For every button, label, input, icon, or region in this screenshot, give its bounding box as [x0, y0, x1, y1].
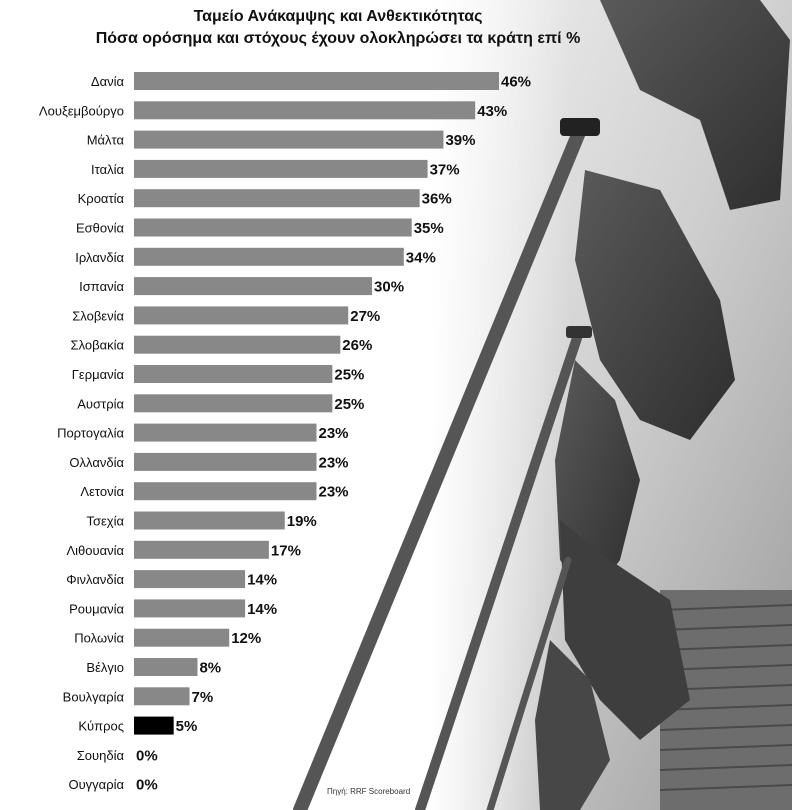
- bar: [134, 72, 499, 90]
- category-label: Πολωνία: [74, 631, 124, 646]
- value-label: 14%: [247, 572, 277, 589]
- value-label: 0%: [136, 777, 158, 794]
- bar: [134, 101, 476, 120]
- category-label: Γερμανία: [72, 367, 125, 382]
- bar: [134, 716, 174, 735]
- value-label: 25%: [334, 396, 364, 413]
- bar: [134, 628, 230, 647]
- bar: [134, 335, 341, 354]
- value-label: 8%: [199, 660, 221, 677]
- value-label: 35%: [414, 220, 444, 237]
- source-note: Πηγή: RRF Scoreboard: [327, 787, 411, 796]
- category-label: Ολλανδία: [69, 455, 124, 470]
- bar: [134, 658, 198, 676]
- chart-subtitle: Πόσα ορόσημα και στόχους έχουν ολοκληρώσ…: [95, 30, 581, 47]
- value-label: 23%: [319, 454, 349, 471]
- bar: [134, 452, 317, 471]
- category-label: Αυστρία: [77, 396, 124, 411]
- category-label: Σλοβενία: [72, 308, 124, 323]
- category-label: Μάλτα: [87, 133, 125, 148]
- category-label: Κροατία: [78, 191, 125, 206]
- value-label: 17%: [271, 542, 301, 559]
- chart-title-line1: Ταμείο Ανάκαμψης και Ανθεκτικότητας: [193, 8, 483, 25]
- value-label: 7%: [192, 689, 214, 706]
- category-label: Ισπανία: [79, 279, 124, 294]
- value-label: 5%: [176, 718, 198, 735]
- bar: [134, 247, 404, 266]
- bar: [134, 540, 269, 559]
- category-label: Λιθουανία: [66, 543, 124, 558]
- bar: [134, 218, 412, 237]
- category-label: Λετονία: [80, 484, 124, 499]
- bar: [134, 482, 317, 501]
- bar: [134, 189, 420, 208]
- bar: [134, 159, 428, 178]
- value-label: 0%: [136, 747, 158, 764]
- bar: [134, 306, 349, 325]
- bar: [134, 599, 246, 618]
- value-label: 43%: [477, 103, 507, 120]
- bar: [134, 130, 444, 149]
- category-label: Εσθονία: [76, 221, 125, 236]
- category-label: Βουλγαρία: [63, 689, 125, 704]
- category-label: Ουγγαρία: [68, 777, 124, 792]
- category-label: Ιρλανδία: [75, 250, 124, 265]
- value-label: 23%: [319, 484, 349, 501]
- bar: [134, 394, 333, 413]
- category-label: Βέλγιο: [86, 660, 124, 675]
- bar: [134, 687, 190, 706]
- value-label: 19%: [287, 513, 317, 530]
- category-label: Σλοβακία: [71, 338, 125, 353]
- category-label: Ιταλία: [91, 162, 124, 177]
- bar: [134, 277, 373, 296]
- category-label: Πορτογαλία: [57, 426, 124, 441]
- category-label: Τσεχία: [86, 514, 124, 529]
- category-label: Ρουμανία: [69, 601, 124, 616]
- value-label: 14%: [247, 601, 277, 618]
- category-label: Φινλανδία: [66, 572, 124, 587]
- value-label: 12%: [231, 630, 261, 647]
- value-label: 27%: [350, 308, 380, 325]
- chart-title: Ταμείο Ανάκαμψης και Ανθεκτικότητας Πόσα…: [0, 6, 676, 50]
- value-label: 30%: [374, 279, 404, 296]
- bar: [134, 365, 333, 383]
- bar: [134, 423, 317, 442]
- category-label: Λουξεμβούργο: [39, 103, 124, 118]
- value-label: 39%: [445, 132, 475, 149]
- category-label: Κύπρος: [78, 719, 124, 734]
- value-label: 25%: [334, 367, 364, 384]
- bar: [134, 511, 285, 530]
- value-label: 26%: [342, 337, 372, 354]
- value-label: 34%: [406, 249, 436, 266]
- category-label: Σουηδία: [77, 748, 125, 763]
- value-label: 46%: [501, 74, 531, 91]
- category-label: Δανία: [91, 74, 125, 89]
- value-label: 36%: [422, 191, 452, 208]
- value-label: 23%: [319, 425, 349, 442]
- bar: [134, 570, 246, 589]
- value-label: 37%: [430, 161, 460, 178]
